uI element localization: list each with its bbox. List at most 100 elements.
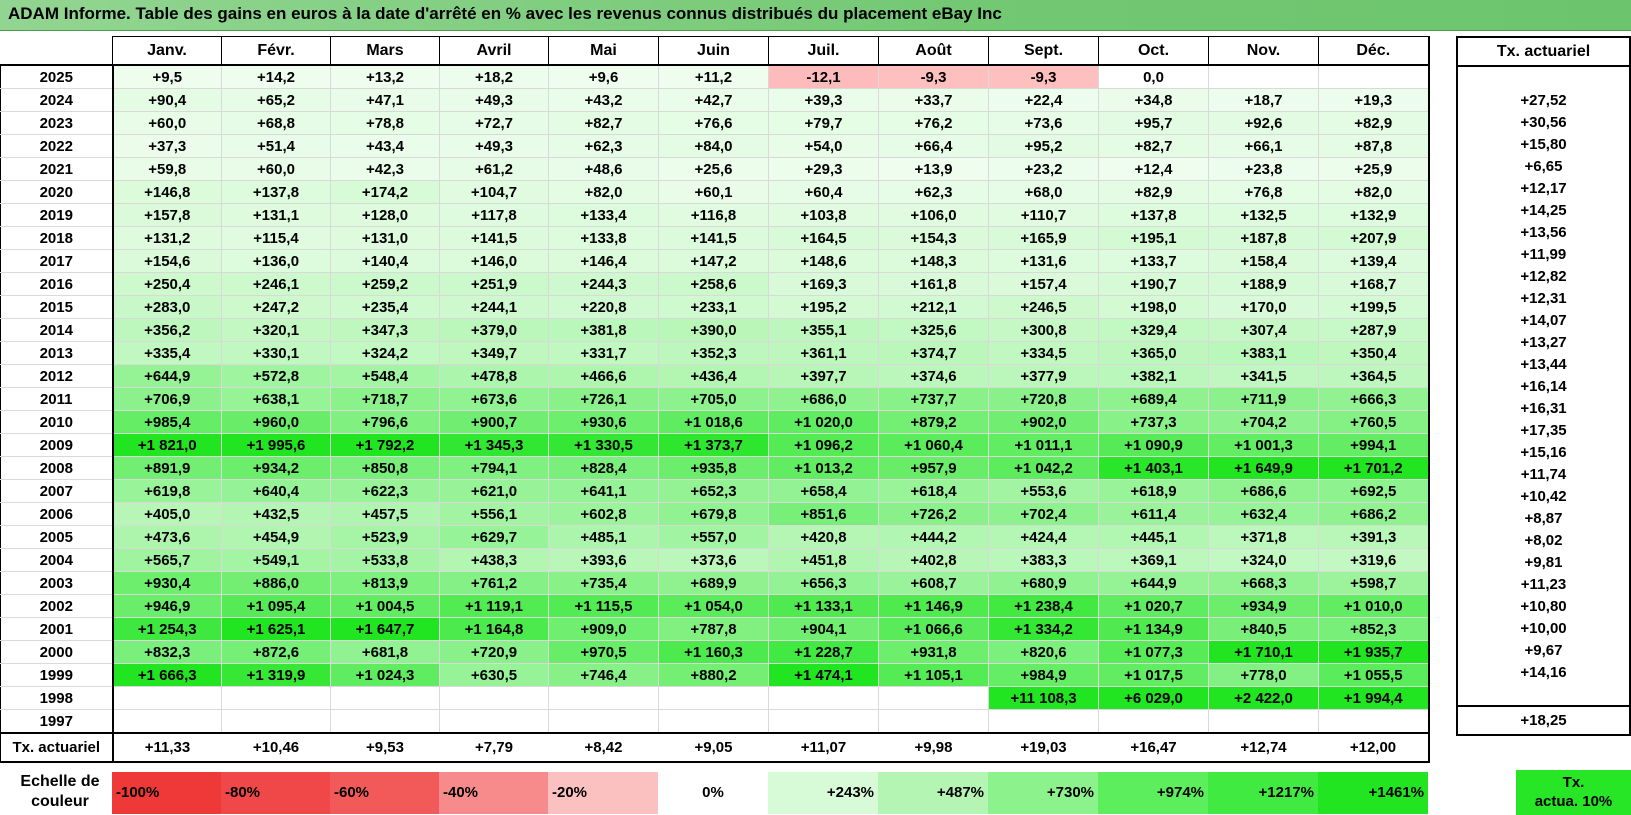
gain-cell: +1 134,9 — [1098, 617, 1209, 641]
footer-label: Tx. actuariel — [0, 732, 114, 763]
gain-cell: +374,7 — [878, 341, 989, 365]
gain-cell: +852,3 — [1318, 617, 1430, 641]
gain-cell: +705,0 — [658, 387, 769, 411]
gain-cell: +169,3 — [768, 272, 879, 296]
tx-cell — [1456, 66, 1631, 89]
gain-cell: +984,9 — [988, 663, 1099, 687]
gain-cell: +523,9 — [330, 525, 440, 549]
tx-cell: +6,65 — [1456, 155, 1631, 177]
gain-cell: +572,8 — [221, 364, 331, 388]
gain-cell: +904,1 — [768, 617, 879, 641]
table-row: 2010 +985,4 +960,0 +796,6 +900,7 +930,6 +1 018… — [0, 410, 1430, 434]
gain-cell: +548,4 — [330, 364, 440, 388]
gain-cell: +132,9 — [1318, 203, 1430, 227]
gain-cell: +42,7 — [658, 88, 769, 112]
gain-cell: +82,0 — [1318, 180, 1430, 204]
gain-cell: +212,1 — [878, 295, 989, 319]
gain-cell: +148,3 — [878, 249, 989, 273]
gain-cell: +704,2 — [1208, 410, 1319, 434]
gain-cell: +466,6 — [548, 364, 659, 388]
gain-cell: +1 096,2 — [768, 433, 879, 457]
tx-cell: +16,14 — [1456, 375, 1631, 397]
gain-cell — [439, 686, 549, 710]
gain-cell: +369,1 — [1098, 548, 1209, 572]
gain-cell: +1 238,4 — [988, 594, 1099, 618]
gain-cell: +161,8 — [878, 272, 989, 296]
tx-cell: +15,80 — [1456, 133, 1631, 155]
gain-cell: +436,4 — [658, 364, 769, 388]
gain-cell — [1318, 64, 1430, 89]
table-row: 2020 +146,8 +137,8 +174,2 +104,7 +82,0 +60,1 +6… — [0, 180, 1430, 204]
year-label: 2014 — [0, 318, 114, 342]
month-header: Avril — [439, 36, 549, 66]
year-label: 2019 — [0, 203, 114, 227]
gain-cell: +549,1 — [221, 548, 331, 572]
gain-cell: +95,2 — [988, 134, 1099, 158]
gain-cell: +131,2 — [112, 226, 222, 250]
gain-cell: +82,7 — [1098, 134, 1209, 158]
tx-cell: +9,67 — [1456, 639, 1631, 661]
gain-cell: +251,9 — [439, 272, 549, 296]
tx-cell: +27,52 — [1456, 89, 1631, 111]
gain-cell: +11 108,3 — [988, 686, 1099, 710]
gain-cell: +629,7 — [439, 525, 549, 549]
year-label: 2010 — [0, 410, 114, 434]
gain-cell: +711,9 — [1208, 387, 1319, 411]
gain-cell: +1 018,6 — [658, 410, 769, 434]
gain-cell: +946,9 — [112, 594, 222, 618]
gain-cell: +1 133,1 — [768, 594, 879, 618]
table-row: 2005 +473,6 +454,9 +523,9 +629,7 +485,1 +557,0… — [0, 525, 1430, 549]
gain-cell — [548, 709, 659, 734]
year-label: 2018 — [0, 226, 114, 250]
legend-swatch: -60% — [330, 772, 439, 814]
gain-cell: +644,9 — [112, 364, 222, 388]
year-label: 2007 — [0, 479, 114, 503]
gain-cell: +630,5 — [439, 663, 549, 687]
gain-cell: +195,1 — [1098, 226, 1209, 250]
table-row: 1999 +1 666,3 +1 319,9 +1 024,3 +630,5 +746,4… — [0, 663, 1430, 687]
gain-cell: +720,8 — [988, 387, 1099, 411]
gain-cell — [1208, 709, 1319, 734]
tx-cell: +14,25 — [1456, 199, 1631, 221]
gain-cell: +82,9 — [1098, 180, 1209, 204]
month-header: Oct. — [1098, 36, 1209, 66]
corner-cell — [0, 36, 113, 66]
gain-cell: +60,1 — [658, 180, 769, 204]
month-header: Déc. — [1318, 36, 1430, 66]
gain-cell: +258,6 — [658, 272, 769, 296]
gain-cell: +25,6 — [658, 157, 769, 181]
footer-cell: +9,98 — [878, 732, 989, 763]
gain-cell: +250,4 — [112, 272, 222, 296]
gain-cell — [330, 709, 440, 734]
gain-cell: +198,0 — [1098, 295, 1209, 319]
gain-cell: +1 017,5 — [1098, 663, 1209, 687]
gain-cell: +54,0 — [768, 134, 879, 158]
gain-cell: +1 115,5 — [548, 594, 659, 618]
gain-cell: +320,1 — [221, 318, 331, 342]
gain-cell: +133,8 — [548, 226, 659, 250]
gain-cell: +137,8 — [221, 180, 331, 204]
gain-cell: +383,1 — [1208, 341, 1319, 365]
gain-cell: -12,1 — [768, 64, 879, 89]
table-row: 2001 +1 254,3 +1 625,1 +1 647,7 +1 164,8 +909… — [0, 617, 1430, 641]
gain-cell: +319,6 — [1318, 548, 1430, 572]
gain-cell: +139,4 — [1318, 249, 1430, 273]
gain-cell: +970,5 — [548, 640, 659, 664]
gain-cell — [112, 709, 222, 734]
gain-cell: +356,2 — [112, 318, 222, 342]
gain-cell: +1 474,1 — [768, 663, 879, 687]
tx-header: Tx. actuariel — [1456, 36, 1631, 67]
gain-cell: +13,2 — [330, 64, 440, 89]
gain-cell: +746,4 — [548, 663, 659, 687]
footer-tx-cell: +18,25 — [1456, 705, 1631, 736]
gain-cell — [768, 709, 879, 734]
gain-cell: +828,4 — [548, 456, 659, 480]
gain-cell: +146,4 — [548, 249, 659, 273]
title-bar: ADAM Informe. Table des gains en euros à… — [0, 0, 1631, 31]
tx-cell: +8,02 — [1456, 529, 1631, 551]
gain-cell: +199,5 — [1318, 295, 1430, 319]
gain-cell: +43,2 — [548, 88, 659, 112]
table-row: 2022 +37,3 +51,4 +43,4 +49,3 +62,3 +84,0 +54,0 +… — [0, 134, 1430, 158]
footer-cell: +9,05 — [658, 732, 769, 763]
table-row: 2014 +356,2 +320,1 +347,3 +379,0 +381,8 +390,0… — [0, 318, 1430, 342]
